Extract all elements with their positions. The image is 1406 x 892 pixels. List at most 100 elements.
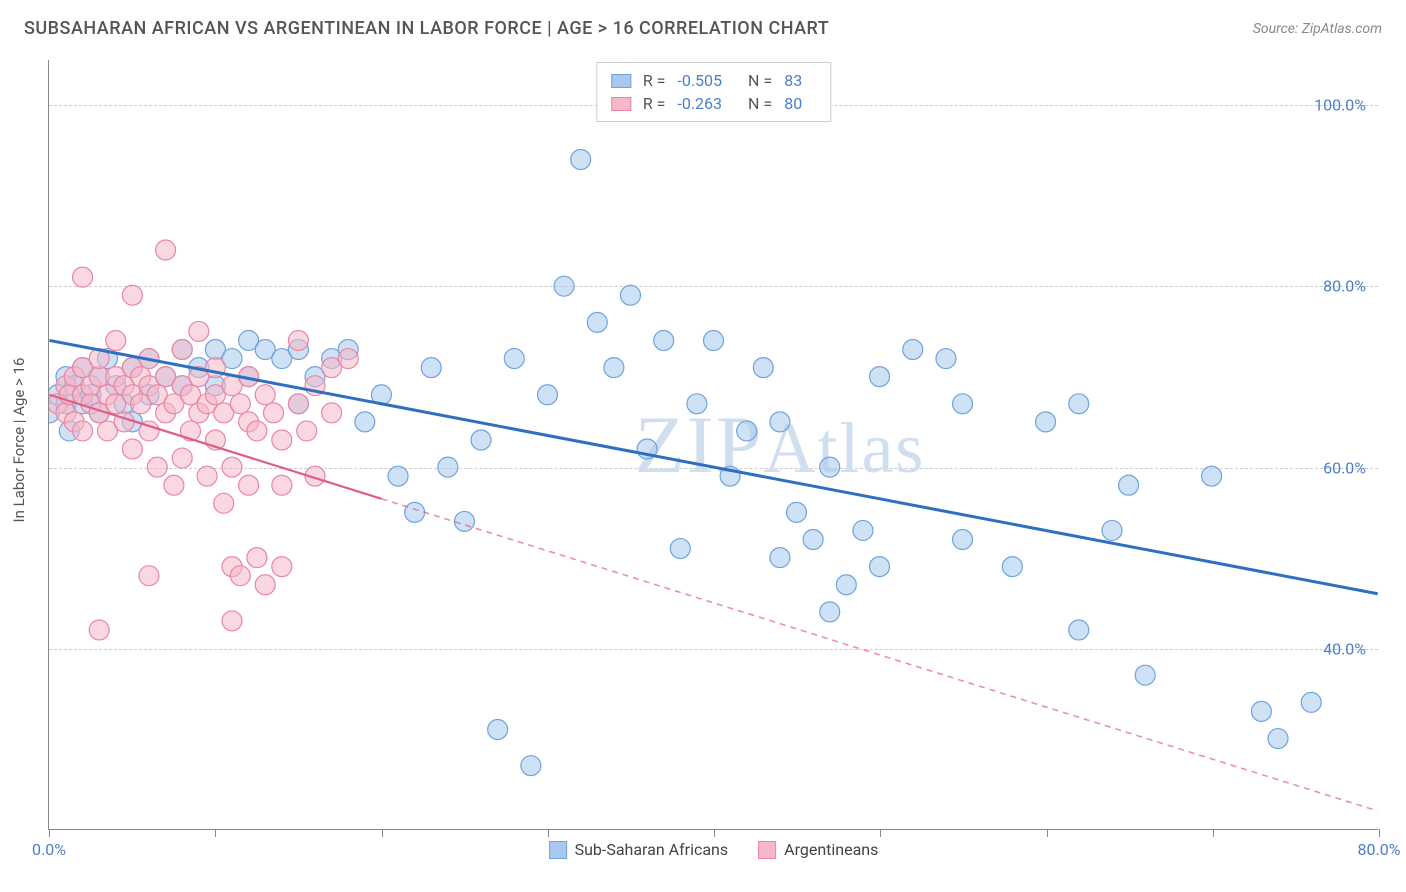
- data-point: [421, 358, 441, 378]
- legend-item-subsaharan: Sub-Saharan Africans: [549, 840, 729, 859]
- data-point: [953, 394, 973, 414]
- scatter-plot-svg: [49, 60, 1378, 829]
- data-point: [1102, 520, 1122, 540]
- data-point: [787, 502, 807, 522]
- data-point: [770, 548, 790, 568]
- data-point: [853, 520, 873, 540]
- data-point: [1301, 692, 1321, 712]
- data-point: [753, 358, 773, 378]
- data-point: [1069, 394, 1089, 414]
- data-point: [1119, 475, 1139, 495]
- y-axis-title: In Labor Force | Age > 16: [10, 358, 28, 523]
- x-tick: [1047, 829, 1048, 837]
- data-point: [604, 358, 624, 378]
- chart-plot-area: ZIPAtlas R = -0.505 N = 83 R = -0.263 N …: [48, 60, 1378, 830]
- data-point: [471, 430, 491, 450]
- data-point: [936, 349, 956, 369]
- data-point: [255, 385, 275, 405]
- x-tick: [880, 829, 881, 837]
- data-point: [122, 439, 142, 459]
- swatch-icon: [549, 841, 567, 859]
- data-point: [172, 448, 192, 468]
- data-point: [770, 412, 790, 432]
- data-point: [106, 330, 126, 350]
- source-credit: Source: ZipAtlas.com: [1253, 21, 1382, 37]
- legend-row-subsaharan: R = -0.505 N = 83: [611, 69, 816, 92]
- data-point: [247, 421, 267, 441]
- data-point: [1069, 620, 1089, 640]
- legend-row-argentinean: R = -0.263 N = 80: [611, 92, 816, 115]
- data-point: [1251, 701, 1271, 721]
- data-point: [620, 285, 640, 305]
- data-point: [870, 557, 890, 577]
- data-point: [587, 312, 607, 332]
- data-point: [272, 475, 292, 495]
- data-point: [230, 394, 250, 414]
- data-point: [197, 466, 217, 486]
- data-point: [820, 602, 840, 622]
- data-point: [297, 421, 317, 441]
- correlation-legend: R = -0.505 N = 83 R = -0.263 N = 80: [596, 62, 831, 122]
- data-point: [272, 430, 292, 450]
- data-point: [189, 321, 209, 341]
- data-point: [953, 530, 973, 550]
- data-point: [537, 385, 557, 405]
- data-point: [870, 367, 890, 387]
- data-point: [405, 502, 425, 522]
- data-point: [687, 394, 707, 414]
- data-point: [836, 575, 856, 595]
- data-point: [89, 620, 109, 640]
- data-point: [704, 330, 724, 350]
- data-point: [139, 566, 159, 586]
- data-point: [222, 611, 242, 631]
- x-tick: [1213, 829, 1214, 837]
- data-point: [247, 548, 267, 568]
- chart-title: SUBSAHARAN AFRICAN VS ARGENTINEAN IN LAB…: [24, 18, 829, 39]
- data-point: [521, 756, 541, 776]
- data-point: [288, 394, 308, 414]
- data-point: [172, 340, 192, 360]
- x-tick: [49, 829, 50, 837]
- data-point: [803, 530, 823, 550]
- data-point: [338, 349, 358, 369]
- swatch-icon: [611, 74, 631, 88]
- data-point: [1135, 665, 1155, 685]
- data-point: [1036, 412, 1056, 432]
- data-point: [264, 403, 284, 423]
- data-point: [272, 557, 292, 577]
- data-point: [670, 539, 690, 559]
- x-tick: [382, 829, 383, 837]
- data-point: [73, 267, 93, 287]
- data-point: [147, 457, 167, 477]
- data-point: [73, 421, 93, 441]
- x-tick: [548, 829, 549, 837]
- data-point: [355, 412, 375, 432]
- data-point: [255, 575, 275, 595]
- series-legend: Sub-Saharan Africans Argentineans: [549, 840, 879, 859]
- data-point: [388, 466, 408, 486]
- x-tick: [1379, 829, 1380, 837]
- data-point: [222, 457, 242, 477]
- data-point: [554, 276, 574, 296]
- data-point: [820, 457, 840, 477]
- data-point: [737, 421, 757, 441]
- x-tick-label: 80.0%: [1358, 840, 1401, 859]
- data-point: [214, 493, 234, 513]
- data-point: [1002, 557, 1022, 577]
- data-point: [230, 566, 250, 586]
- data-point: [164, 475, 184, 495]
- data-point: [239, 475, 259, 495]
- data-point: [122, 285, 142, 305]
- data-point: [322, 403, 342, 423]
- data-point: [156, 240, 176, 260]
- data-point: [1202, 466, 1222, 486]
- data-point: [504, 349, 524, 369]
- data-point: [438, 457, 458, 477]
- data-point: [488, 719, 508, 739]
- data-point: [1268, 729, 1288, 749]
- x-tick: [714, 829, 715, 837]
- swatch-icon: [758, 841, 776, 859]
- x-tick-label: 0.0%: [32, 840, 66, 859]
- data-point: [654, 330, 674, 350]
- data-point: [288, 330, 308, 350]
